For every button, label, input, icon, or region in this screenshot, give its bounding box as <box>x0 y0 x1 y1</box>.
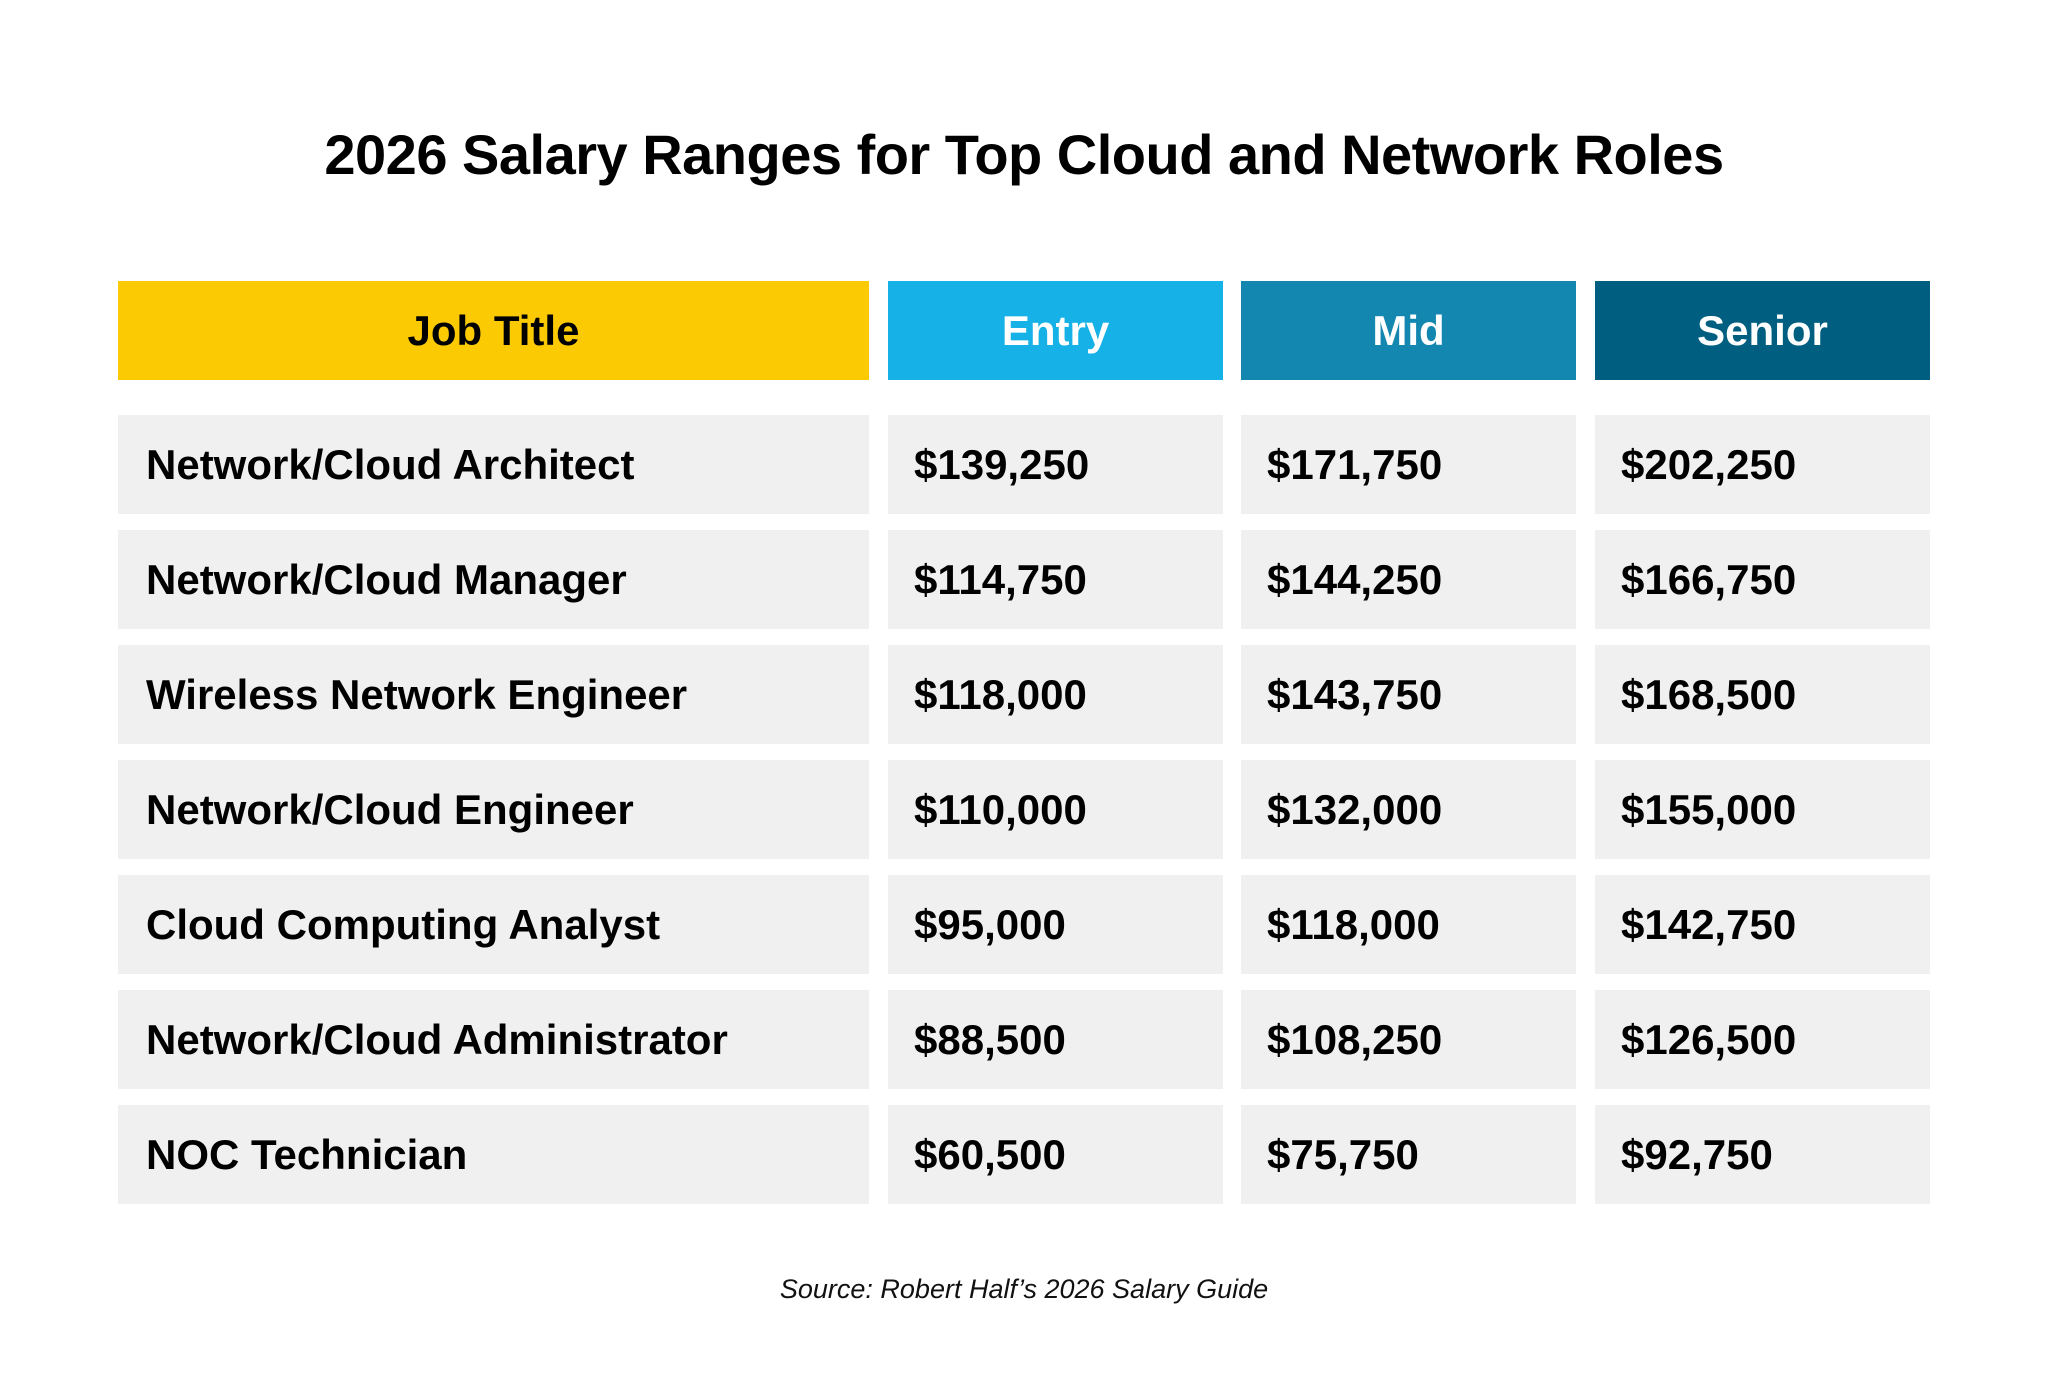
senior-salary-cell: $202,250 <box>1595 415 1930 514</box>
job-title-cell: Network/Cloud Engineer <box>118 760 869 859</box>
entry-salary-cell: $139,250 <box>888 415 1223 514</box>
header-mid: Mid <box>1241 281 1576 380</box>
job-title-cell: NOC Technician <box>118 1105 869 1204</box>
header-job-title: Job Title <box>118 281 869 380</box>
mid-salary-cell: $118,000 <box>1241 875 1576 974</box>
senior-salary-cell: $166,750 <box>1595 530 1930 629</box>
page-title: 2026 Salary Ranges for Top Cloud and Net… <box>324 123 1724 186</box>
mid-salary-cell: $75,750 <box>1241 1105 1576 1204</box>
table-row: Network/Cloud Architect $139,250 $171,750 $… <box>118 415 1930 514</box>
source-note: Source: Robert Half’s 2026 Salary Guide <box>779 1274 1269 1304</box>
table-row: Network/Cloud Engineer $110,000 $132,000 $1… <box>118 760 1930 859</box>
senior-salary-cell: $168,500 <box>1595 645 1930 744</box>
table-row: Network/Cloud Administrator $88,500 $108,2… <box>118 990 1930 1089</box>
job-title-cell: Cloud Computing Analyst <box>118 875 869 974</box>
job-title-cell: Network/Cloud Architect <box>118 415 869 514</box>
mid-salary-cell: $171,750 <box>1241 415 1576 514</box>
entry-salary-cell: $118,000 <box>888 645 1223 744</box>
senior-salary-cell: $142,750 <box>1595 875 1930 974</box>
job-title-cell: Network/Cloud Manager <box>118 530 869 629</box>
mid-salary-cell: $144,250 <box>1241 530 1576 629</box>
entry-salary-cell: $95,000 <box>888 875 1223 974</box>
job-title-cell: Wireless Network Engineer <box>118 645 869 744</box>
job-title-cell: Network/Cloud Administrator <box>118 990 869 1089</box>
mid-salary-cell: $143,750 <box>1241 645 1576 744</box>
header-senior: Senior <box>1595 281 1930 380</box>
header-entry: Entry <box>888 281 1223 380</box>
table-header-row: Job Title Entry Mid Senior <box>118 281 1930 380</box>
mid-salary-cell: $108,250 <box>1241 990 1576 1089</box>
senior-salary-cell: $126,500 <box>1595 990 1930 1089</box>
senior-salary-cell: $155,000 <box>1595 760 1930 859</box>
table-row: NOC Technician $60,500 $75,750 $92,750 <box>118 1105 1930 1204</box>
senior-salary-cell: $92,750 <box>1595 1105 1930 1204</box>
table-row: Wireless Network Engineer $118,000 $143,75… <box>118 645 1930 744</box>
entry-salary-cell: $110,000 <box>888 760 1223 859</box>
entry-salary-cell: $88,500 <box>888 990 1223 1089</box>
table-row: Network/Cloud Manager $114,750 $144,250 $16… <box>118 530 1930 629</box>
table-row: Cloud Computing Analyst $95,000 $118,000 $1… <box>118 875 1930 974</box>
mid-salary-cell: $132,000 <box>1241 760 1576 859</box>
entry-salary-cell: $114,750 <box>888 530 1223 629</box>
entry-salary-cell: $60,500 <box>888 1105 1223 1204</box>
